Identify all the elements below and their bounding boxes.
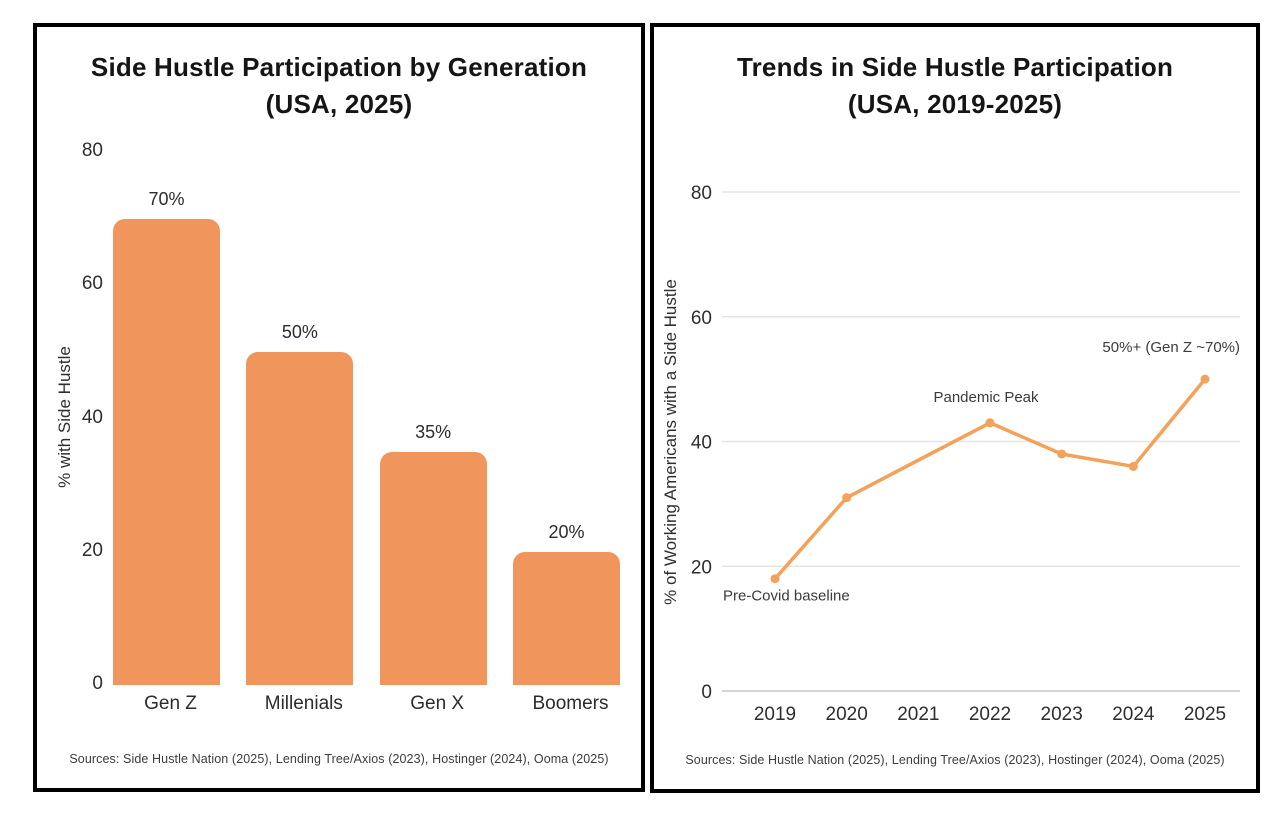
x-tick-label: 2020 [826,704,868,725]
bar-value-label: 50% [281,321,318,342]
y-tick-label: 0 [92,673,103,694]
bar-value-label: 20% [548,521,585,542]
bar-column: 35% [379,421,487,685]
y-tick-label: 60 [81,273,103,295]
line-chart-title-line-2: (USA, 2019-2025) [847,88,1063,119]
y-tick-label: 80 [81,140,103,161]
bar-column: 70% [113,189,220,685]
x-tick-label: 2024 [1112,704,1155,725]
line-chart-title-line-1: Trends in Side Hustle Participation [736,52,1174,82]
line-chart-title: Trends in Side Hustle Participation (USA… [662,49,1248,123]
y-tick-label: 40 [81,406,103,428]
x-category-label: Gen Z [144,693,197,714]
bar-chart-source-note: Sources: Side Hustle Nation (2025), Lend… [69,752,609,766]
x-category-label: Millenials [264,693,343,714]
x-category-label: Boomers [532,693,609,714]
bar-column: 20% [512,521,620,685]
data-point-2020 [842,493,852,503]
bar-chart-title-line-1: Side Hustle Participation by Generation [90,52,588,82]
data-point-2024 [1128,461,1138,471]
bar-chart-panel: Side Hustle Participation by Generation … [33,23,645,792]
x-tick-label: 2022 [969,704,1011,725]
data-point-2022 [985,418,995,428]
y-tick-label: 80 [691,183,712,204]
x-tick-label: 2023 [1041,704,1083,725]
y-tick-label: 0 [701,682,712,703]
y-tick-label: 20 [691,557,712,578]
bar-boomers [512,551,620,685]
x-tick-label: 2025 [1184,704,1226,725]
bar-chart-x-axis: Gen Z Millenials Gen X Boomers [117,693,624,715]
line-chart-svg: 0 20 40 60 80 2019 2020 2021 2022 2023 2024 2025 % o… [661,183,1240,725]
trend-line [773,377,1207,581]
y-tick-label: 40 [691,433,712,454]
bar-value-label: 35% [415,421,452,442]
bar-chart-title: Side Hustle Participation by Generation … [45,49,633,123]
y-tick-label: 20 [81,539,103,561]
line-chart-y-axis-title: % of Working Americans with a Side Hustl… [661,279,680,605]
bar-chart-y-axis: 0 20 40 60 80 [47,140,103,694]
bar-chart-title-line-2: (USA, 2025) [265,88,413,119]
annotation: Pandemic Peak [933,389,1039,406]
bar-value-label: 70% [148,188,185,209]
x-category-label: Gen X [410,693,465,714]
bar-gen-x [379,451,487,685]
bar-column: 50% [246,321,354,685]
bar-gen-z [113,218,220,685]
bar-millenials [246,351,354,685]
line-chart-source-note: Sources: Side Hustle Nation (2025), Lend… [685,753,1225,767]
bar-chart-bars: 70% 50% 35% 20% [113,152,620,685]
line-chart-panel: Trends in Side Hustle Participation (USA… [650,23,1260,793]
data-point-2019 [770,574,780,584]
x-tick-label: 2019 [754,704,796,725]
bar-chart-y-axis-title: % with Side Hustle [55,346,74,488]
annotation: 50%+ (Gen Z ~70%) [1102,339,1240,356]
data-point-2025 [1200,374,1210,384]
x-tick-label: 2021 [897,704,939,725]
annotation: Pre-Covid baseline [723,588,850,605]
bar-chart-plot-area: 0 20 40 60 80 70% 50% 35% 20% [37,140,641,694]
data-point-2023 [1057,449,1067,459]
y-tick-label: 60 [691,308,712,329]
